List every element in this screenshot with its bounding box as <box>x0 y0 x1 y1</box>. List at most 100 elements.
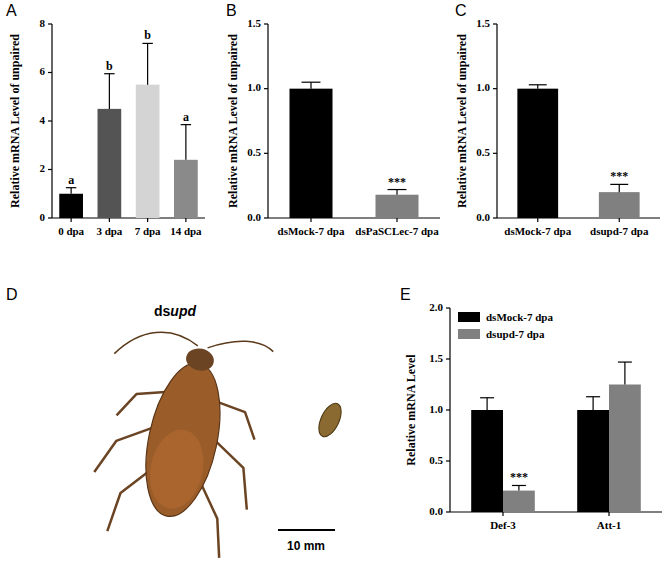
y-tick-label: 1.0 <box>429 403 443 415</box>
bar <box>136 85 160 218</box>
significance-label: *** <box>388 175 406 189</box>
legend-swatch <box>458 329 480 339</box>
x-tick-label: 7 dpa <box>135 225 161 237</box>
x-tick-label: 14 dpa <box>170 225 202 237</box>
significance-label: *** <box>510 470 528 484</box>
error-line <box>396 190 397 195</box>
y-tick-label: 2 <box>40 162 46 174</box>
panel-letter: C <box>455 2 467 19</box>
error-cap <box>302 82 321 83</box>
x-tick-label: Att-1 <box>597 519 621 531</box>
error-cap <box>142 43 152 44</box>
y-tick-label: 8 <box>40 17 46 29</box>
error-bar <box>302 82 321 88</box>
labels: *** <box>510 470 528 484</box>
panel-C: CRelative mRNA Level of unpaired0.00.51.… <box>455 2 660 237</box>
body <box>133 356 232 523</box>
bar <box>59 194 83 218</box>
error-cap <box>512 485 526 486</box>
y-axis <box>267 24 268 218</box>
y-tick-label: 2.0 <box>429 301 443 313</box>
x-tick <box>619 218 620 222</box>
y-axis <box>496 24 497 218</box>
wing-piece <box>314 400 346 440</box>
bar <box>503 491 535 512</box>
panel-A: ARelative mRNA Level of unpaired02468abb… <box>6 2 205 237</box>
y-tick <box>264 217 268 218</box>
panel-letter: E <box>400 286 411 303</box>
y-tick-label: 0.0 <box>429 505 443 517</box>
legend-label: dsMock-7 dpa <box>486 311 553 323</box>
error-cap <box>388 189 407 190</box>
x-tick <box>537 218 538 222</box>
x-tick-label: dsMock-7 dpa <box>504 225 571 237</box>
error-line <box>71 188 72 194</box>
error-cap <box>181 124 191 125</box>
y-tick <box>48 120 52 121</box>
y-tick <box>493 23 497 24</box>
error-cap <box>104 73 114 74</box>
y-tick-label: 4 <box>40 114 46 126</box>
x-tick <box>109 218 110 222</box>
y-tick-label: 6 <box>40 65 46 77</box>
legend: dsMock-7 dpa dsupd-7 dpa <box>458 311 553 340</box>
x-tick <box>185 218 186 222</box>
significance-label: b <box>106 59 113 73</box>
y-tick-label: 1.0 <box>247 81 261 93</box>
x-tick-label: dsupd-7 dpa <box>590 225 649 237</box>
legend-label: dsupd-7 dpa <box>486 328 545 340</box>
panel-B: BRelative mRNA Level of unpaired0.00.51.… <box>226 2 440 237</box>
significance-label: *** <box>610 169 628 183</box>
marks <box>517 85 639 218</box>
x-tick <box>310 218 311 222</box>
y-axis-title: Relative mRNA Level of unpaired <box>226 34 240 208</box>
y-tick <box>493 217 497 218</box>
y-tick <box>48 169 52 170</box>
y-tick <box>264 23 268 24</box>
y-tick <box>48 23 52 24</box>
panel-letter: B <box>226 2 237 19</box>
error-cap <box>586 396 600 397</box>
error-bar <box>586 397 600 410</box>
x-tick <box>71 218 72 222</box>
y-axis-title: Relative mRNA Level of unpaired <box>455 34 469 208</box>
error-line <box>185 125 186 160</box>
x-tick <box>608 512 609 516</box>
error-bar <box>480 398 494 410</box>
antenna <box>114 322 199 370</box>
bar <box>599 192 640 218</box>
marks <box>471 362 641 512</box>
label-part: ds <box>154 303 171 319</box>
scale-label: 10 mm <box>287 539 325 553</box>
antenna <box>208 333 275 361</box>
y-axis-title: Relative mRNA Level of unpaired <box>8 34 22 208</box>
y-tick <box>264 88 268 89</box>
error-cap <box>529 84 547 85</box>
figure: ARelative mRNA Level of unpaired02468abb… <box>0 0 672 562</box>
error-bar <box>529 85 547 89</box>
bar <box>577 410 609 512</box>
error-line <box>619 184 620 192</box>
labels: *** <box>388 175 406 189</box>
error-bar <box>388 190 407 195</box>
error-bar <box>512 485 526 490</box>
bar <box>517 89 558 218</box>
y-tick <box>493 153 497 154</box>
y-axis-title: Relative mRNA Level <box>404 354 418 466</box>
y-tick-label: 1.5 <box>247 17 261 29</box>
panel-E: ERelative mRNA Level0.00.51.01.52.0***De… <box>400 286 662 531</box>
abdomen <box>143 425 210 514</box>
error-bar <box>610 184 628 192</box>
y-tick-label: 0.5 <box>476 146 490 158</box>
x-tick-label: dsPaSCLec-7 dpa <box>355 225 439 237</box>
error-bar <box>66 188 76 194</box>
x-tick <box>502 512 503 516</box>
x-tick-label: 3 dpa <box>96 225 122 237</box>
y-tick-label: 0 <box>40 211 46 223</box>
x-tick-label: Def-3 <box>490 519 516 531</box>
y-tick <box>446 460 450 461</box>
marks <box>59 43 197 218</box>
error-line <box>147 43 148 84</box>
y-tick <box>446 307 450 308</box>
x-tick-label: 0 dpa <box>58 225 84 237</box>
